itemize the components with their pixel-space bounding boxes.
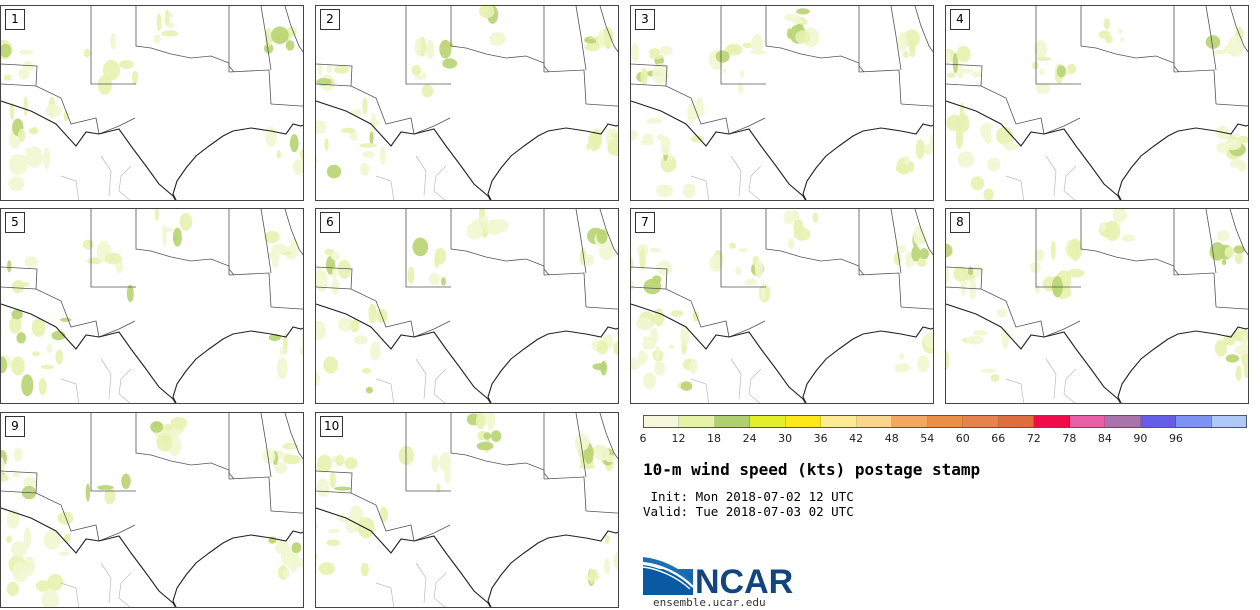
panel-map [316, 209, 618, 403]
colorbar-tick-label: 30 [778, 432, 793, 445]
colorbar-segment [1176, 416, 1212, 427]
colorbar-tick-label: 96 [1168, 432, 1183, 445]
colorbar-segment [1105, 416, 1141, 427]
panel-map [316, 6, 618, 200]
colorbar-tick-label: 48 [884, 432, 899, 445]
colorbar-tick-label: 6 [639, 432, 647, 445]
colorbar-segment [785, 416, 822, 427]
colorbar-tick-label: 36 [813, 432, 828, 445]
member-label: 8 [950, 212, 970, 233]
init-time: Init: Mon 2018-07-02 12 UTC [643, 489, 854, 504]
stamp-panel-8: 8 [945, 208, 1249, 404]
colorbar-tick-label: 42 [849, 432, 864, 445]
member-label: 1 [5, 9, 25, 30]
stamp-panel-10: 10 [315, 412, 619, 608]
panel-map [631, 209, 933, 403]
colorbar-tick-label: 78 [1062, 432, 1077, 445]
colorbar-segment [963, 416, 999, 427]
stamp-panel-4: 4 [945, 5, 1249, 201]
member-label: 7 [635, 212, 655, 233]
member-label: 9 [5, 416, 25, 437]
panel-map [316, 413, 618, 607]
colorbar-segment [998, 416, 1035, 427]
panel-map [1, 413, 303, 607]
member-label: 5 [5, 212, 25, 233]
colorbar-segment [714, 416, 751, 427]
stamp-panel-3: 3 [630, 5, 934, 201]
member-label: 4 [950, 9, 970, 30]
colorbar-segment [821, 416, 857, 427]
panel-map [1, 209, 303, 403]
member-label: 6 [320, 212, 340, 233]
member-label: 10 [320, 416, 344, 437]
panel-map [946, 209, 1248, 403]
stamp-panel-6: 6 [315, 208, 619, 404]
stamp-panel-9: 9 [0, 412, 304, 608]
colorbar-segment [750, 416, 786, 427]
member-label: 2 [320, 9, 340, 30]
stamp-panel-5: 5 [0, 208, 304, 404]
colorbar-tick-label: 12 [671, 432, 686, 445]
wind-speed-colorbar [643, 415, 1247, 428]
stamp-panel-2: 2 [315, 5, 619, 201]
colorbar-tick-label: 60 [955, 432, 970, 445]
colorbar-tick-label: 54 [920, 432, 935, 445]
colorbar-segment [892, 416, 928, 427]
ncar-logo: NCAR [643, 557, 793, 597]
plot-title: 10-m wind speed (kts) postage stamp [643, 460, 981, 479]
colorbar-tick-label: 18 [707, 432, 722, 445]
panel-map [631, 6, 933, 200]
colorbar-segment [1034, 416, 1070, 427]
member-label: 3 [635, 9, 655, 30]
colorbar-tick-label: 66 [991, 432, 1006, 445]
valid-time: Valid: Tue 2018-07-03 02 UTC [643, 504, 854, 519]
logo-text: NCAR [695, 563, 793, 597]
logo-url: ensemble.ucar.edu [653, 596, 766, 609]
colorbar-tick-labels: 6 12 18 24 30 36 42 48 54 60 66 72 78 84 90 96 [639, 432, 1247, 448]
colorbar-segment [644, 416, 680, 427]
colorbar-segment [1211, 416, 1246, 427]
colorbar-segment [1140, 416, 1177, 427]
panel-map [946, 6, 1248, 200]
stamp-panel-7: 7 [630, 208, 934, 404]
stamp-panel-1: 1 [0, 5, 304, 201]
colorbar-segment [679, 416, 715, 427]
colorbar-tick-label: 84 [1097, 432, 1112, 445]
colorbar-segment [1069, 416, 1106, 427]
colorbar-tick-label: 90 [1133, 432, 1148, 445]
colorbar-tick-label: 24 [742, 432, 757, 445]
colorbar-segment [856, 416, 893, 427]
colorbar-tick-label: 72 [1026, 432, 1041, 445]
colorbar-segment [927, 416, 964, 427]
panel-map [1, 6, 303, 200]
